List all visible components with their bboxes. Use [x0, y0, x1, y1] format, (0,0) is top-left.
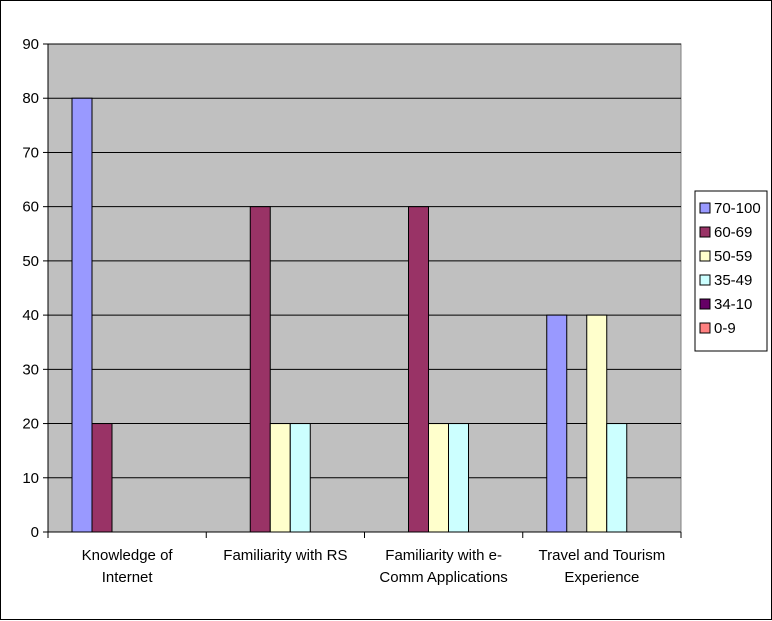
y-tick-label: 90 [22, 36, 39, 53]
y-tick-label: 10 [22, 470, 39, 487]
plot-area [47, 43, 682, 533]
bar-60-69-cat0 [91, 423, 113, 533]
legend-swatch-0-9 [699, 322, 711, 334]
legend-label: 34-10 [714, 296, 752, 313]
y-tick-label: 0 [31, 524, 39, 541]
bar-50-59-cat1 [269, 423, 291, 533]
y-tick-label: 80 [22, 90, 39, 107]
bar-70-100-cat0 [71, 97, 93, 533]
legend-label: 60-69 [714, 224, 752, 241]
legend-swatch-35-49 [699, 274, 711, 286]
x-category-label: Travel and Tourism [539, 547, 666, 564]
y-tick-label: 50 [22, 253, 39, 270]
legend-swatch-70-100 [699, 202, 711, 214]
bar-50-59-cat3 [586, 314, 608, 533]
x-category-label: Familiarity with e- [385, 547, 502, 564]
bar-35-49-cat1 [289, 423, 311, 533]
legend-label: 50-59 [714, 248, 752, 265]
bar-35-49-cat3 [606, 423, 628, 533]
legend-label: 70-100 [714, 200, 761, 217]
bar-50-59-cat2 [428, 423, 449, 533]
x-category-label: Knowledge of [82, 547, 174, 564]
legend-swatch-60-69 [699, 226, 711, 238]
y-tick-label: 40 [22, 307, 39, 324]
legend-label: 0-9 [714, 320, 736, 337]
y-tick-label: 70 [22, 144, 39, 161]
y-tick-label: 30 [22, 361, 39, 378]
bar-60-69-cat1 [249, 206, 271, 533]
y-tick-label: 60 [22, 199, 39, 216]
x-category-label: Comm Applications [379, 569, 507, 586]
bar-70-100-cat3 [546, 314, 568, 533]
legend-swatch-34-10 [699, 298, 711, 310]
bar-35-49-cat2 [448, 423, 469, 533]
x-category-label: Experience [564, 569, 639, 586]
x-category-label: Familiarity with RS [223, 547, 347, 564]
y-tick-label: 20 [22, 416, 39, 433]
x-category-label: Internet [102, 569, 154, 586]
legend-label: 35-49 [714, 272, 752, 289]
legend-swatch-50-59 [699, 250, 711, 262]
bar-60-69-cat2 [408, 206, 429, 533]
